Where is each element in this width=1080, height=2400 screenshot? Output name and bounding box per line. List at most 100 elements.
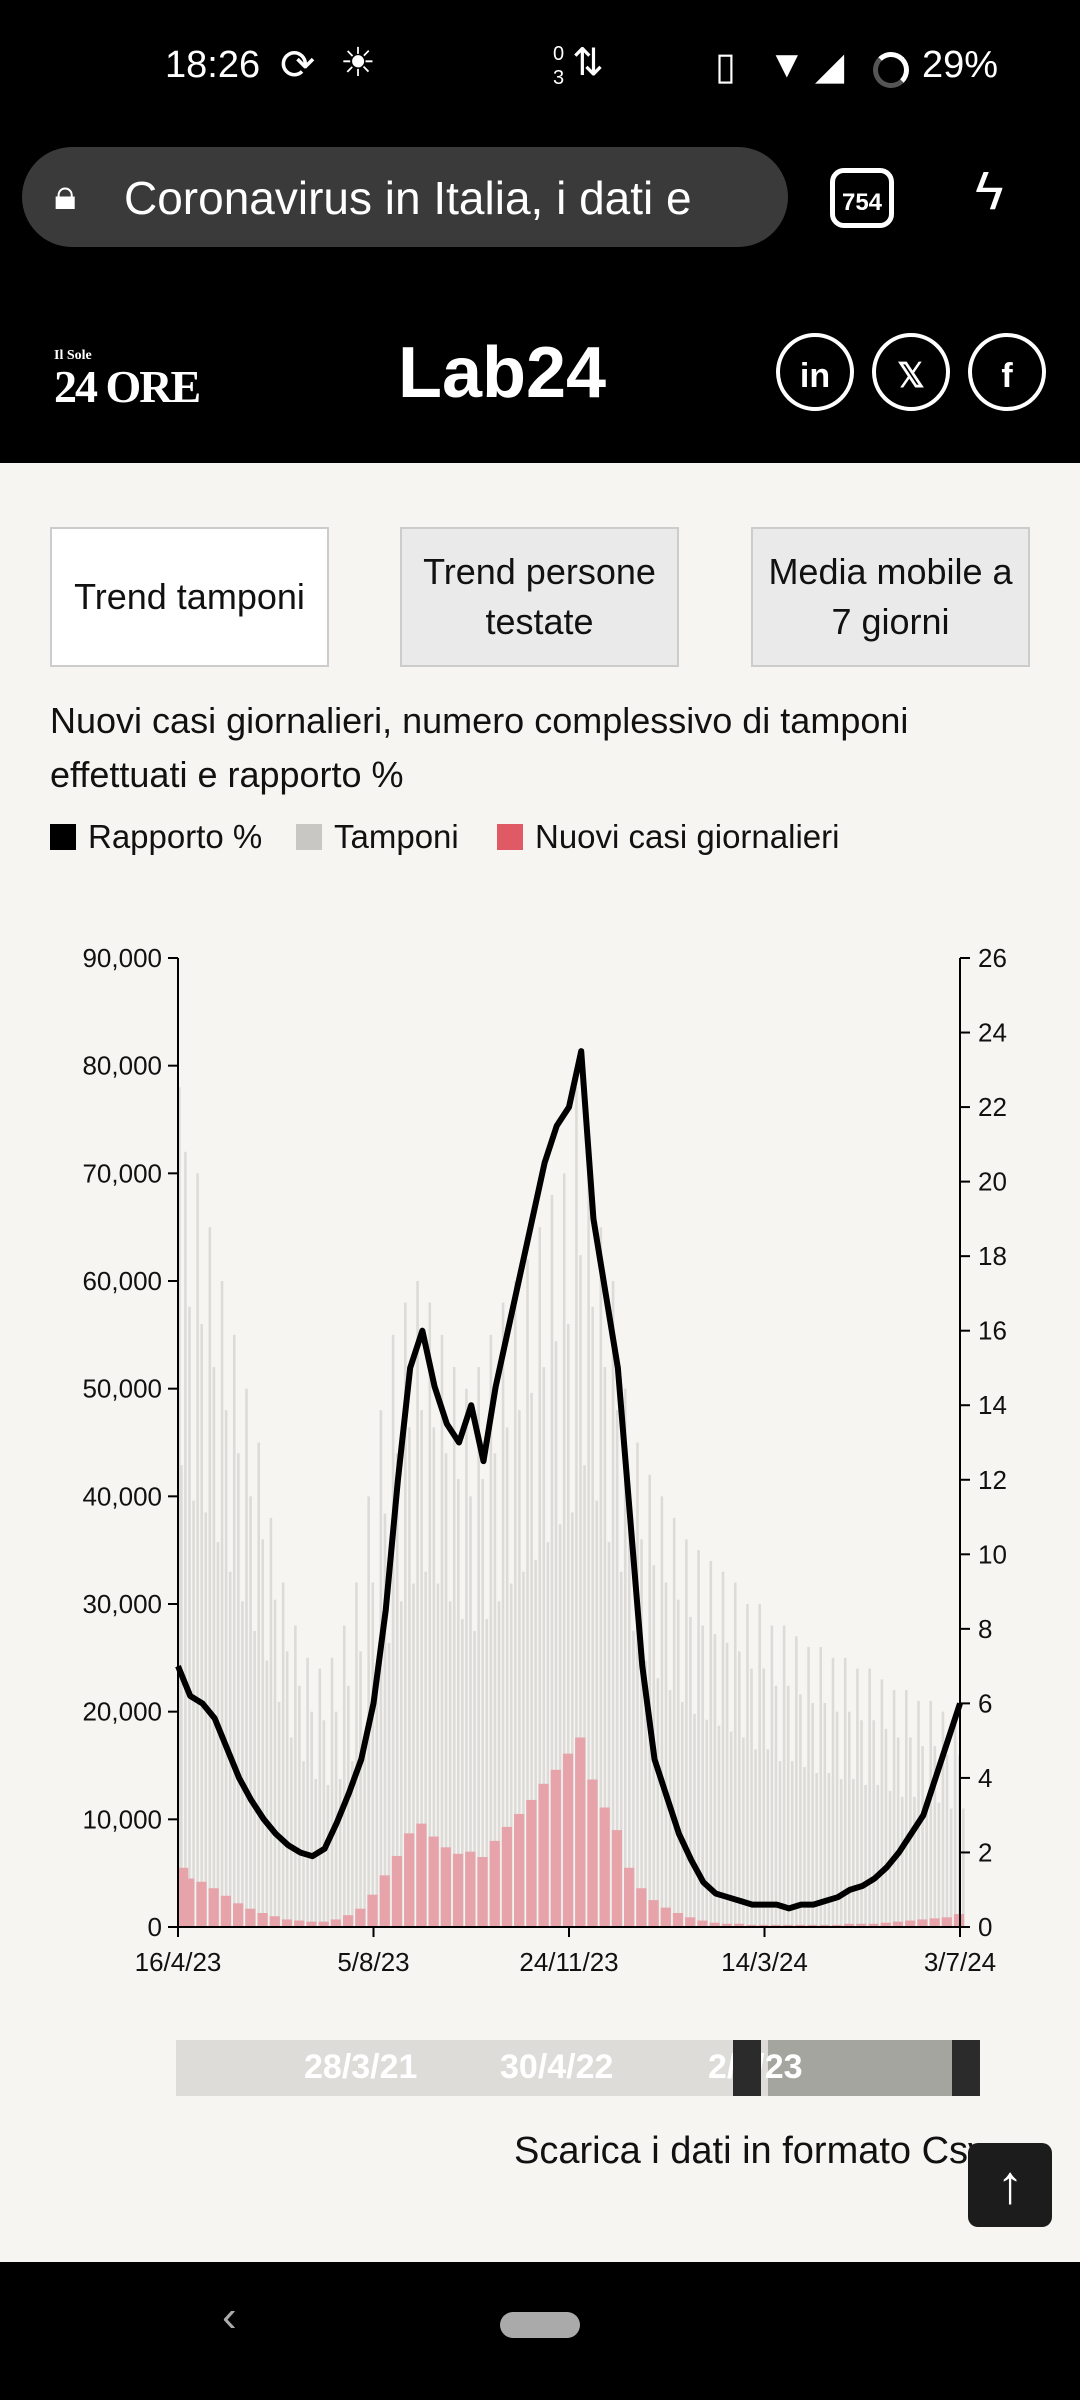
tamponi-bar bbox=[721, 1571, 725, 1927]
nuovi-casi-bar bbox=[416, 1823, 427, 1927]
tamponi-bar bbox=[420, 1410, 423, 1927]
home-handle[interactable] bbox=[500, 2312, 580, 2338]
tamponi-bar bbox=[285, 1651, 289, 1927]
tamponi-bar bbox=[640, 1539, 643, 1927]
tamponi-bar bbox=[709, 1560, 713, 1927]
nuovi-casi-bar bbox=[917, 1919, 928, 1927]
y-right-tick-label: 24 bbox=[978, 1018, 1007, 1048]
tamponi-bar bbox=[249, 1496, 252, 1927]
tamponi-bar bbox=[452, 1367, 456, 1927]
nuovi-casi-bar bbox=[178, 1867, 189, 1927]
nuovi-casi-bar bbox=[880, 1922, 891, 1927]
vibrate-icon: ▯ bbox=[715, 46, 736, 88]
tab-media-mobile[interactable]: Media mobile a 7 giorni bbox=[751, 527, 1030, 667]
tamponi-bar bbox=[200, 1324, 203, 1927]
tamponi-bar bbox=[281, 1582, 285, 1927]
facebook-icon[interactable]: f bbox=[968, 333, 1046, 411]
tamponi-bar bbox=[371, 1582, 375, 1927]
tamponi-bar bbox=[579, 1255, 582, 1927]
tamponi-bar bbox=[220, 1281, 224, 1927]
battery-icon bbox=[873, 52, 909, 88]
brightness-icon: ☀ bbox=[340, 41, 376, 85]
tamponi-bar bbox=[941, 1711, 945, 1927]
tamponi-bar bbox=[395, 1453, 399, 1927]
nuovi-casi-bar bbox=[660, 1907, 671, 1927]
tamponi-bar bbox=[766, 1749, 770, 1927]
tamponi-bar bbox=[347, 1685, 350, 1927]
range-slider[interactable]: 28/3/21 30/4/22 2/6/23 bbox=[176, 2040, 980, 2096]
lightning-icon[interactable]: ϟ bbox=[975, 161, 1004, 221]
nuovi-casi-bar bbox=[550, 1769, 561, 1927]
tamponi-bar bbox=[713, 1634, 717, 1927]
url-text[interactable]: Coronavirus in Italia, i dati e bbox=[124, 172, 692, 224]
tamponi-bar bbox=[416, 1281, 419, 1927]
x-twitter-icon[interactable]: 𝕏 bbox=[872, 333, 950, 411]
lab24-logo[interactable]: Lab24 bbox=[398, 333, 607, 413]
tamponi-bar bbox=[693, 1713, 696, 1927]
y-right-tick-label: 16 bbox=[978, 1316, 1007, 1346]
range-handle-left[interactable] bbox=[733, 2040, 761, 2096]
tamponi-bar bbox=[542, 1367, 546, 1927]
url-bar[interactable]: 🔒︎ Coronavirus in Italia, i dati e bbox=[22, 147, 788, 247]
tamponi-bar bbox=[819, 1647, 823, 1927]
range-selection[interactable] bbox=[768, 2040, 980, 2096]
tamponi-bar bbox=[509, 1583, 513, 1927]
linkedin-icon[interactable]: in bbox=[776, 333, 854, 411]
tamponi-bar bbox=[676, 1599, 680, 1927]
tamponi-bar bbox=[729, 1731, 733, 1927]
tamponi-bar bbox=[656, 1678, 660, 1927]
tamponi-bar bbox=[803, 1767, 806, 1927]
legend-label: Tamponi bbox=[334, 818, 459, 855]
tamponi-bar bbox=[660, 1496, 664, 1927]
wifi-icon: ▼ bbox=[768, 44, 806, 86]
lock-icon: 🔒︎ bbox=[54, 171, 77, 218]
tamponi-bar bbox=[811, 1703, 814, 1927]
tamponi-bar bbox=[237, 1453, 240, 1927]
nuovi-casi-bar bbox=[819, 1924, 830, 1927]
nuovi-casi-bar bbox=[782, 1924, 794, 1927]
tamponi-bar bbox=[514, 1281, 517, 1927]
tamponi-bar bbox=[795, 1636, 798, 1927]
range-handle-right[interactable] bbox=[952, 2040, 980, 2096]
nuovi-casi-bar bbox=[611, 1830, 622, 1927]
tamponi-bar bbox=[359, 1651, 362, 1927]
tab-trend-persone-testate[interactable]: Trend persone testate bbox=[400, 527, 679, 667]
slider-label: 30/4/22 bbox=[500, 2048, 614, 2086]
tamponi-bar bbox=[261, 1539, 265, 1927]
download-csv-link[interactable]: Scarica i dati in formato Csv bbox=[514, 2130, 988, 2172]
nuovi-casi-bar bbox=[342, 1915, 354, 1927]
tamponi-bar bbox=[298, 1685, 301, 1927]
scroll-top-button[interactable]: ↑ bbox=[968, 2143, 1052, 2227]
tamponi-bar bbox=[566, 1324, 570, 1927]
back-icon[interactable]: ‹ bbox=[222, 2292, 237, 2341]
tamponi-bar bbox=[188, 1306, 191, 1927]
x-tick-label: 3/7/24 bbox=[924, 1947, 996, 1977]
tamponi-bar bbox=[664, 1582, 668, 1927]
chart-title: Nuovi casi giornalieri, numero complessi… bbox=[50, 700, 909, 795]
tamponi-bar bbox=[355, 1582, 358, 1927]
legend-label: Nuovi casi giornalieri bbox=[535, 818, 840, 855]
tamponi-bar bbox=[501, 1302, 505, 1927]
nuovi-casi-bar bbox=[452, 1853, 464, 1927]
tamponi-bar bbox=[306, 1657, 309, 1927]
tamponi-bar bbox=[933, 1746, 937, 1927]
nuovi-casi-bar bbox=[672, 1913, 684, 1927]
tamponi-bar bbox=[852, 1778, 855, 1927]
tamponi-bar bbox=[619, 1571, 623, 1927]
sole-24-ore-logo[interactable]: Il Sole 24 ORE bbox=[54, 348, 201, 412]
tabs-button[interactable]: 754 bbox=[830, 168, 894, 228]
tamponi-bar bbox=[180, 1465, 183, 1927]
rapporto-line bbox=[175, 1048, 963, 1912]
nuovi-casi-bar bbox=[404, 1833, 415, 1927]
tamponi-bar bbox=[799, 1694, 802, 1927]
nuovi-casi-bar bbox=[257, 1913, 268, 1927]
tamponi-bar bbox=[778, 1761, 782, 1927]
tamponi-bar bbox=[526, 1259, 529, 1927]
tamponi-bar bbox=[534, 1559, 537, 1927]
y-right-tick-label: 10 bbox=[978, 1539, 1007, 1569]
y-right-tick-label: 4 bbox=[978, 1763, 992, 1793]
data-arrows-icon: ⇅ bbox=[572, 42, 604, 84]
tab-trend-tamponi[interactable]: Trend tamponi bbox=[50, 527, 329, 667]
tamponi-bar bbox=[391, 1334, 395, 1927]
tamponi-bar bbox=[929, 1700, 933, 1927]
